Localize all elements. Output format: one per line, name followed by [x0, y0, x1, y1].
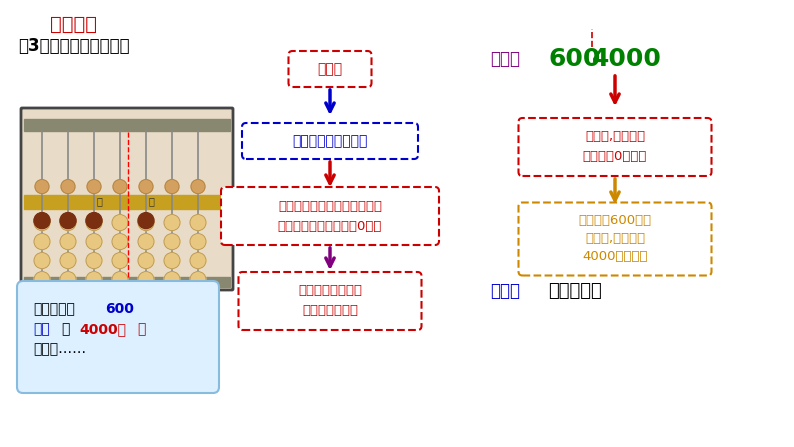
Circle shape [138, 215, 154, 231]
Text: 写数时: 写数时 [318, 62, 342, 76]
Text: 万: 万 [96, 197, 102, 207]
Circle shape [191, 180, 205, 194]
Circle shape [112, 215, 128, 231]
Text: 4000: 4000 [592, 47, 662, 71]
Circle shape [190, 234, 206, 249]
Circle shape [60, 253, 76, 269]
Text: 和: 和 [61, 322, 69, 336]
Circle shape [34, 213, 50, 228]
Circle shape [35, 180, 49, 194]
Circle shape [139, 180, 153, 194]
Circle shape [86, 213, 102, 228]
Circle shape [138, 272, 154, 287]
Circle shape [164, 215, 180, 231]
Text: 600: 600 [548, 47, 600, 71]
Circle shape [60, 215, 76, 231]
Text: 组成的……: 组成的…… [33, 342, 86, 356]
Bar [24, 277, 230, 287]
Circle shape [87, 180, 101, 194]
Text: 读作：: 读作： [490, 282, 520, 300]
FancyBboxPatch shape [288, 51, 372, 87]
Circle shape [138, 213, 154, 228]
FancyBboxPatch shape [238, 272, 422, 330]
Bar [24, 194, 230, 209]
Text: 4000个: 4000个 [79, 322, 126, 336]
Text: 知识讲解: 知识讲解 [50, 15, 97, 34]
Text: 对应数位顺序表去写: 对应数位顺序表去写 [292, 134, 368, 148]
Circle shape [61, 180, 75, 194]
Circle shape [164, 272, 180, 287]
Circle shape [34, 272, 50, 287]
Text: 哪个数位上一个计数单位也没: 哪个数位上一个计数单位也没 [278, 199, 382, 212]
FancyBboxPatch shape [242, 123, 418, 159]
Text: 级末尾的0都不读: 级末尾的0都不读 [583, 151, 647, 164]
Bar [24, 119, 230, 131]
Circle shape [138, 234, 154, 249]
Circle shape [190, 272, 206, 287]
Text: 再写个级上的数: 再写个级上的数 [302, 304, 358, 317]
Circle shape [86, 234, 102, 249]
Text: 有，就在那个数位上写0占位: 有，就在那个数位上写0占位 [278, 219, 382, 232]
Circle shape [86, 215, 102, 231]
Text: 读数时,万级和个: 读数时,万级和个 [585, 131, 645, 143]
Circle shape [86, 253, 102, 269]
FancyBboxPatch shape [518, 202, 711, 275]
Text: （3）读、写各数的方法: （3）读、写各数的方法 [18, 37, 129, 55]
Text: 个: 个 [148, 197, 154, 207]
Text: 六百万,个级上的: 六百万,个级上的 [585, 232, 645, 245]
Text: 4000读作四千: 4000读作四千 [582, 250, 648, 263]
Circle shape [112, 234, 128, 249]
Text: 个万: 个万 [33, 322, 50, 336]
Text: 六百万四千: 六百万四千 [548, 282, 602, 300]
FancyBboxPatch shape [17, 281, 219, 393]
Circle shape [112, 253, 128, 269]
Circle shape [34, 215, 50, 231]
Circle shape [34, 253, 50, 269]
Text: 万级上的600读作: 万级上的600读作 [579, 215, 652, 228]
Text: 一: 一 [137, 322, 145, 336]
Circle shape [113, 180, 127, 194]
Circle shape [165, 180, 179, 194]
FancyBboxPatch shape [21, 108, 233, 290]
Text: 先写万级上的数，: 先写万级上的数， [298, 284, 362, 298]
Text: 这个数是由: 这个数是由 [33, 302, 75, 316]
Circle shape [190, 253, 206, 269]
Circle shape [60, 213, 76, 228]
Circle shape [164, 253, 180, 269]
Circle shape [86, 272, 102, 287]
Circle shape [34, 234, 50, 249]
FancyBboxPatch shape [221, 187, 439, 245]
Circle shape [164, 234, 180, 249]
Text: 写作：: 写作： [490, 50, 520, 68]
Circle shape [190, 215, 206, 231]
Circle shape [112, 272, 128, 287]
Circle shape [60, 272, 76, 287]
Circle shape [138, 253, 154, 269]
FancyBboxPatch shape [518, 118, 711, 176]
Text: 600: 600 [105, 302, 134, 316]
Circle shape [60, 234, 76, 249]
